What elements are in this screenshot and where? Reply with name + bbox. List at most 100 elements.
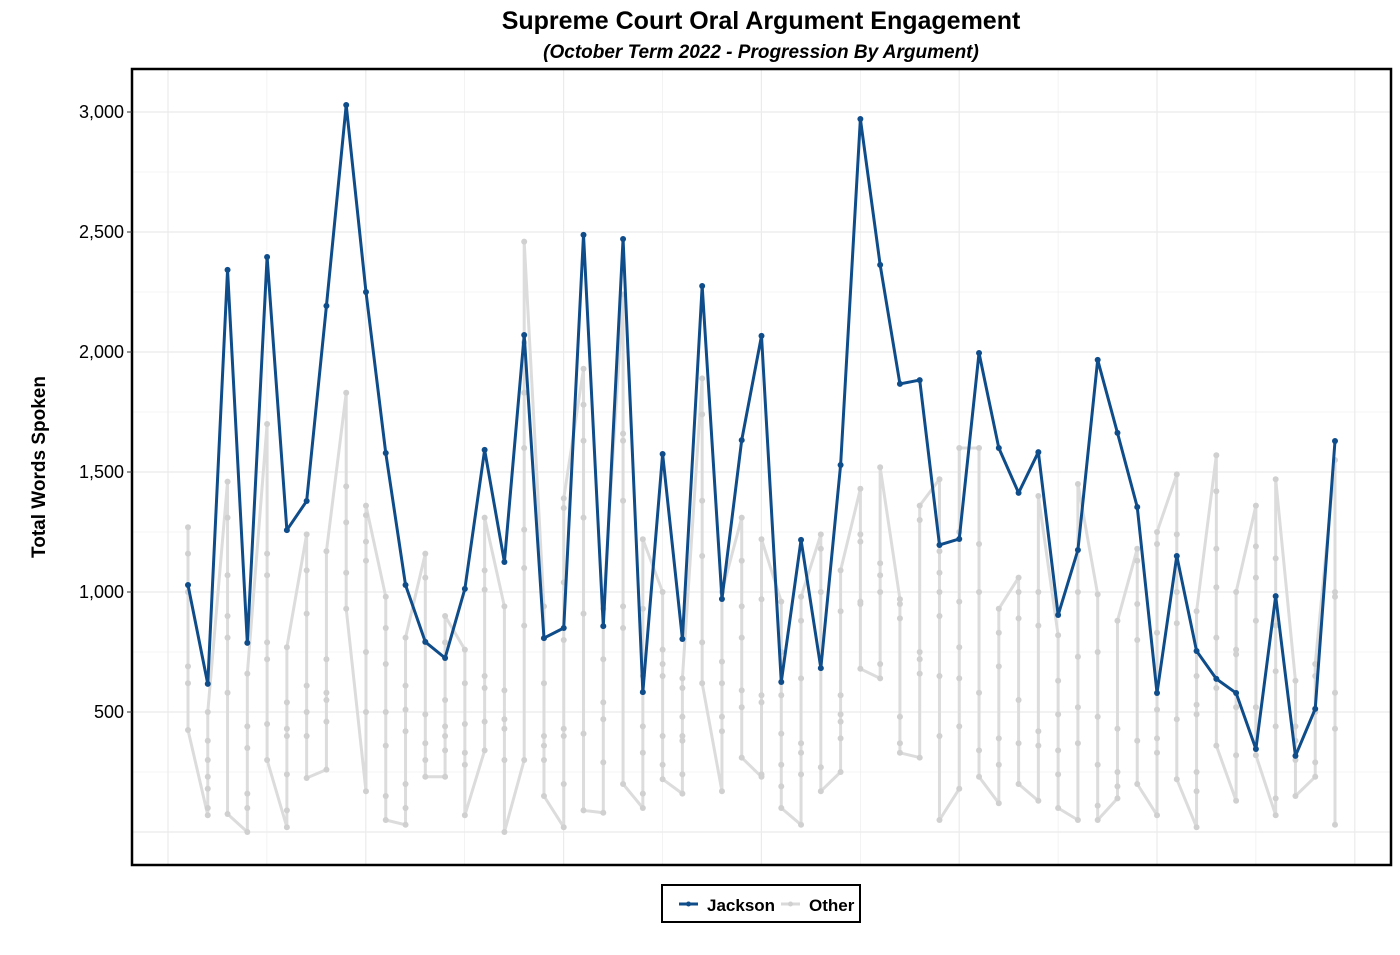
other-point [501, 829, 508, 835]
other-point [1015, 589, 1022, 595]
other-point [976, 445, 983, 451]
other-point [1233, 797, 1240, 804]
other-point [540, 757, 547, 763]
other-point [936, 548, 943, 555]
other-point [877, 572, 884, 579]
jackson-point [916, 377, 923, 384]
other-point [1035, 742, 1042, 749]
other-point [461, 721, 468, 727]
jackson-point [264, 253, 271, 260]
other-point [778, 783, 785, 790]
other-point [1213, 488, 1220, 495]
jackson-point [1134, 504, 1141, 511]
other-point [1074, 704, 1081, 711]
other-point [1114, 725, 1121, 732]
other-point [936, 569, 943, 576]
other-point [1312, 759, 1319, 766]
other-point [1213, 685, 1220, 691]
other-point [1094, 817, 1101, 823]
other-point [343, 605, 350, 612]
other-point [362, 649, 369, 655]
jackson-point [837, 462, 844, 469]
legend-jackson-marker [686, 901, 691, 907]
jackson-point [521, 331, 528, 338]
other-point [1015, 574, 1022, 581]
other-point [1252, 752, 1259, 759]
other-point [857, 531, 864, 538]
other-point [1193, 769, 1200, 775]
other-point [1332, 589, 1338, 595]
other-point [185, 680, 191, 687]
other-point [798, 749, 805, 756]
other-point [817, 788, 824, 795]
other-point [461, 749, 468, 756]
other-point [1193, 711, 1200, 718]
jackson-point [1015, 489, 1022, 496]
other-point [798, 617, 805, 624]
y-tick-label: 2,500 [79, 222, 124, 242]
other-point [877, 589, 884, 595]
other-point [560, 637, 567, 643]
other-point [540, 733, 547, 739]
other-point [1094, 761, 1101, 768]
other-point [362, 557, 369, 564]
other-point [224, 613, 231, 619]
other-point [1055, 711, 1062, 718]
jackson-point [343, 102, 350, 109]
other-point [1055, 632, 1062, 639]
other-point [1173, 776, 1180, 783]
other-point [659, 646, 666, 653]
other-point [402, 821, 409, 828]
jackson-point [877, 261, 884, 268]
jackson-point [323, 302, 330, 309]
other-point [1015, 740, 1022, 747]
other-point [976, 747, 983, 754]
other-point [283, 699, 290, 706]
other-point [580, 610, 587, 617]
other-point [1055, 747, 1062, 754]
other-point [560, 733, 567, 739]
y-axis: 500 1,000 1,500 2,000 2,500 3,000 [79, 102, 132, 722]
other-point [1193, 608, 1200, 615]
other-point [501, 757, 508, 763]
other-point [1312, 661, 1319, 667]
other-point [758, 699, 765, 706]
other-point [837, 711, 844, 718]
other-point [659, 673, 666, 679]
other-point [283, 725, 290, 732]
jackson-point [185, 582, 191, 589]
other-point [580, 437, 587, 444]
other-point [1094, 591, 1101, 598]
other-point [422, 773, 429, 780]
jackson-point [817, 665, 824, 672]
jackson-point [1252, 745, 1259, 752]
other-point [877, 661, 884, 667]
other-point [659, 661, 666, 667]
other-point [659, 761, 666, 768]
other-point [620, 430, 627, 437]
other-point [956, 723, 963, 730]
other-point [896, 749, 903, 756]
other-point [778, 692, 785, 699]
other-point [362, 538, 369, 545]
other-point [1015, 615, 1022, 622]
other-point [857, 485, 864, 492]
other-point [659, 776, 666, 783]
jackson-point [303, 498, 310, 505]
other-point [738, 634, 745, 641]
other-point [1213, 742, 1220, 749]
other-point [244, 790, 251, 797]
other-point [1094, 649, 1101, 655]
other-point [382, 593, 389, 600]
other-point [1055, 805, 1062, 811]
other-point [204, 812, 211, 819]
other-point [995, 800, 1002, 807]
other-point [738, 704, 745, 711]
other-point [1134, 557, 1141, 564]
other-point [896, 740, 903, 747]
jackson-point [976, 349, 983, 356]
jackson-point [1114, 429, 1121, 436]
other-point [1134, 781, 1141, 787]
other-point [521, 389, 528, 396]
jackson-point [1272, 593, 1279, 600]
